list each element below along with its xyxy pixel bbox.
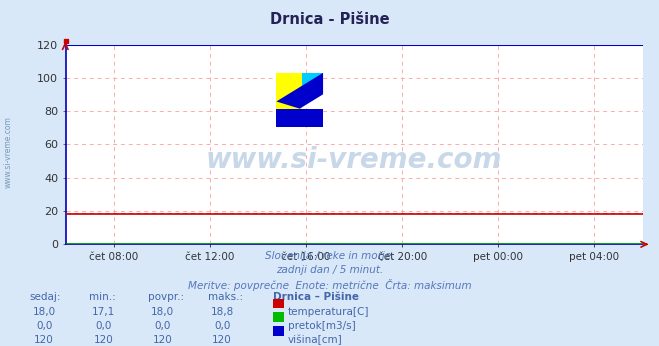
Text: maks.:: maks.: (208, 292, 243, 302)
Text: 120: 120 (34, 335, 54, 345)
Text: 18,0: 18,0 (151, 307, 175, 317)
Text: 0,0: 0,0 (155, 321, 171, 331)
Text: www.si-vreme.com: www.si-vreme.com (206, 146, 502, 174)
Text: 0,0: 0,0 (214, 321, 230, 331)
Text: pretok[m3/s]: pretok[m3/s] (288, 321, 356, 331)
Text: 0,0: 0,0 (96, 321, 111, 331)
Text: povpr.:: povpr.: (148, 292, 185, 302)
Text: www.si-vreme.com: www.si-vreme.com (3, 116, 13, 188)
Text: sedaj:: sedaj: (30, 292, 61, 302)
Text: 17,1: 17,1 (92, 307, 115, 317)
Bar (302, 73, 323, 94)
Text: zadnji dan / 5 minut.: zadnji dan / 5 minut. (276, 265, 383, 275)
Text: Slovenija / reke in morje.: Slovenija / reke in morje. (265, 251, 394, 261)
Text: 120: 120 (212, 335, 232, 345)
Bar (276, 109, 323, 127)
Bar (276, 73, 302, 109)
Text: 0,0: 0,0 (36, 321, 52, 331)
Text: 18,8: 18,8 (210, 307, 234, 317)
Text: 18,0: 18,0 (32, 307, 56, 317)
Text: Drnica – Pišine: Drnica – Pišine (273, 292, 360, 302)
Text: višina[cm]: višina[cm] (288, 335, 343, 345)
Polygon shape (276, 73, 323, 109)
Text: Meritve: povprečne  Enote: metrične  Črta: maksimum: Meritve: povprečne Enote: metrične Črta:… (188, 279, 471, 291)
Text: 120: 120 (153, 335, 173, 345)
Text: 120: 120 (94, 335, 113, 345)
Text: temperatura[C]: temperatura[C] (288, 307, 370, 317)
Text: min.:: min.: (89, 292, 116, 302)
Text: Drnica - Pišine: Drnica - Pišine (270, 12, 389, 27)
